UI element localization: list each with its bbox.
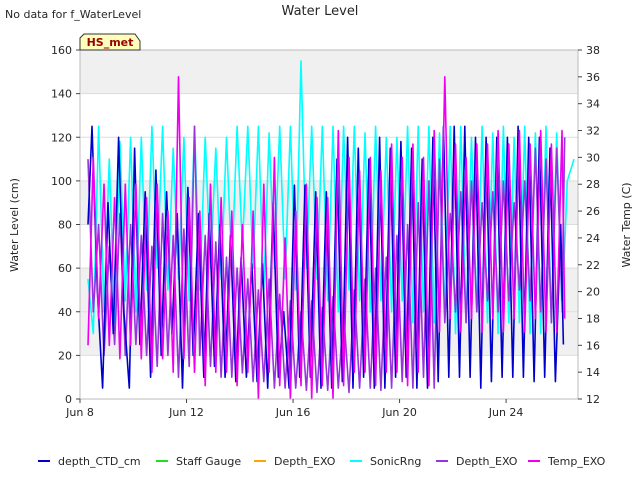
y-left-tick-label: 40 bbox=[58, 306, 72, 319]
legend: depth_CTD_cm Staff Gauge Depth_EXO SonicRng… bbox=[38, 455, 606, 468]
x-axis: Jun 8 Jun 12 Jun 16 Jun 20 Jun 24 bbox=[65, 399, 523, 419]
y-right-tick-label: 16 bbox=[586, 339, 600, 352]
chart-title: Water Level bbox=[282, 4, 359, 19]
y-right-tick-label: 14 bbox=[586, 366, 600, 379]
legend-label: depth_CTD_cm bbox=[58, 455, 141, 468]
y-right-tick-label: 18 bbox=[586, 312, 600, 325]
badge-shape bbox=[79, 33, 141, 51]
y-left-tick-label: 140 bbox=[51, 88, 72, 101]
y-left-tick-label: 20 bbox=[58, 349, 72, 362]
series-line-depth-ctd-cm bbox=[87, 125, 565, 389]
y-right-tick-label: 26 bbox=[586, 205, 600, 218]
legend-label: Depth_EXO bbox=[456, 455, 518, 468]
x-tick-label: Jun 16 bbox=[275, 406, 311, 419]
series-line-depth-exo bbox=[87, 125, 566, 394]
no-data-notice: No data for f_WaterLevel bbox=[5, 8, 141, 21]
legend-item: Depth_EXO bbox=[436, 455, 518, 468]
shaded-band bbox=[80, 50, 578, 94]
legend-label: Staff Gauge bbox=[176, 455, 241, 468]
badge-label: HS_met bbox=[87, 36, 134, 49]
x-tick-label: Jun 20 bbox=[381, 406, 417, 419]
legend-label: Depth_EXO bbox=[274, 455, 336, 468]
y-right-tick-label: 38 bbox=[586, 44, 600, 57]
y-right-tick-label: 28 bbox=[586, 178, 600, 191]
y-right-tick-label: 30 bbox=[586, 151, 600, 164]
series-line-temp-exo bbox=[87, 76, 566, 400]
legend-label: Temp_EXO bbox=[547, 455, 606, 468]
y-left-tick-label: 100 bbox=[51, 175, 72, 188]
y-right-tick-label: 24 bbox=[586, 232, 600, 245]
hs-met-badge: HS_met bbox=[79, 33, 141, 51]
y-left-tick-label: 60 bbox=[58, 262, 72, 275]
series-layer bbox=[87, 60, 575, 400]
y-right-tick-label: 34 bbox=[586, 98, 600, 111]
y-right-tick-label: 12 bbox=[586, 393, 600, 406]
x-tick-label: Jun 8 bbox=[65, 406, 94, 419]
y-right-tick-label: 36 bbox=[586, 71, 600, 84]
y-axis-left: 0 20 40 60 80 100 120 140 160 bbox=[51, 44, 80, 406]
legend-item: depth_CTD_cm bbox=[38, 455, 141, 468]
y-right-tick-label: 32 bbox=[586, 125, 600, 138]
y-left-tick-label: 160 bbox=[51, 44, 72, 57]
y-axis-right-label: Water Temp (C) bbox=[620, 182, 633, 267]
plot-area bbox=[79, 49, 579, 400]
legend-item: Staff Gauge bbox=[156, 455, 241, 468]
y-left-tick-label: 0 bbox=[65, 393, 72, 406]
legend-item: Temp_EXO bbox=[528, 455, 606, 468]
legend-item: SonicRng bbox=[350, 455, 421, 468]
x-tick-label: Jun 12 bbox=[168, 406, 204, 419]
y-right-tick-label: 20 bbox=[586, 286, 600, 299]
legend-label: SonicRng bbox=[370, 455, 421, 468]
y-right-tick-label: 22 bbox=[586, 259, 600, 272]
legend-item: Depth_EXO bbox=[254, 455, 336, 468]
y-left-tick-label: 80 bbox=[58, 219, 72, 232]
y-left-tick-label: 120 bbox=[51, 131, 72, 144]
y-axis-right: 12 14 16 18 20 22 24 26 28 30 32 34 36 38 bbox=[578, 44, 600, 406]
y-axis-left-label: Water Level (cm) bbox=[8, 178, 21, 272]
x-tick-label: Jun 24 bbox=[488, 406, 524, 419]
